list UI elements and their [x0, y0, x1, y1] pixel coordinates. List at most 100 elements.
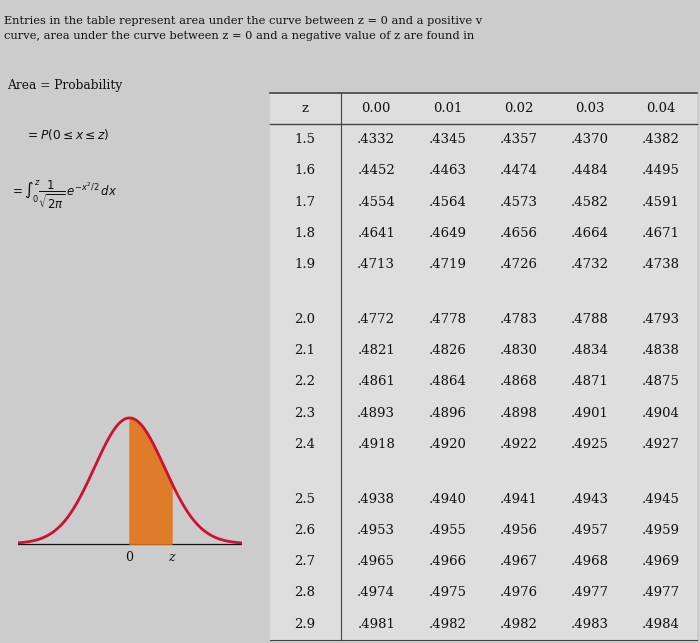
- Text: .4564: .4564: [428, 195, 466, 209]
- Text: .4834: .4834: [570, 344, 609, 358]
- Text: 0.03: 0.03: [575, 102, 605, 115]
- Text: .4976: .4976: [500, 586, 538, 599]
- Text: .4875: .4875: [642, 376, 680, 388]
- Text: z: z: [302, 102, 309, 115]
- Text: .4738: .4738: [642, 258, 680, 271]
- Text: 1.8: 1.8: [295, 227, 316, 240]
- Text: .4893: .4893: [357, 406, 395, 420]
- Text: .4943: .4943: [570, 493, 609, 505]
- Text: 2.6: 2.6: [295, 524, 316, 537]
- Text: .4927: .4927: [642, 438, 680, 451]
- Text: .4981: .4981: [357, 618, 395, 631]
- Text: .4591: .4591: [642, 195, 680, 209]
- Text: .4982: .4982: [428, 618, 466, 631]
- Text: .4664: .4664: [570, 227, 609, 240]
- Text: .4554: .4554: [358, 195, 395, 209]
- Text: .4938: .4938: [357, 493, 395, 505]
- Text: .4974: .4974: [357, 586, 395, 599]
- Text: 1.9: 1.9: [295, 258, 316, 271]
- Text: .4920: .4920: [428, 438, 466, 451]
- Text: .4582: .4582: [571, 195, 608, 209]
- Text: .4719: .4719: [428, 258, 466, 271]
- Text: 2.4: 2.4: [295, 438, 316, 451]
- Text: .4830: .4830: [500, 344, 538, 358]
- Text: .4957: .4957: [570, 524, 609, 537]
- Text: .4918: .4918: [357, 438, 395, 451]
- Text: .4649: .4649: [428, 227, 466, 240]
- Text: .4977: .4977: [642, 586, 680, 599]
- Text: .4370: .4370: [570, 133, 609, 146]
- Text: 2.2: 2.2: [295, 376, 316, 388]
- Text: z: z: [168, 550, 175, 563]
- Text: Area = Probability: Area = Probability: [7, 79, 122, 92]
- Text: .4671: .4671: [642, 227, 680, 240]
- Text: .4945: .4945: [642, 493, 680, 505]
- Text: .4955: .4955: [428, 524, 466, 537]
- Text: .4925: .4925: [570, 438, 609, 451]
- Text: 2.1: 2.1: [295, 344, 316, 358]
- Text: 2.5: 2.5: [295, 493, 316, 505]
- Text: 1.7: 1.7: [295, 195, 316, 209]
- Text: .4826: .4826: [428, 344, 466, 358]
- Text: .4904: .4904: [642, 406, 680, 420]
- Text: 0: 0: [125, 550, 134, 563]
- Text: .4898: .4898: [500, 406, 538, 420]
- Text: .4922: .4922: [500, 438, 538, 451]
- Text: .4982: .4982: [500, 618, 538, 631]
- Text: .4495: .4495: [642, 165, 680, 177]
- Text: .4967: .4967: [500, 555, 538, 568]
- Text: .4966: .4966: [428, 555, 466, 568]
- Text: .4838: .4838: [642, 344, 680, 358]
- Text: .4871: .4871: [570, 376, 609, 388]
- Text: 0.01: 0.01: [433, 102, 462, 115]
- Text: .4345: .4345: [428, 133, 466, 146]
- Text: .4474: .4474: [500, 165, 538, 177]
- Text: .4332: .4332: [357, 133, 395, 146]
- Text: .4861: .4861: [357, 376, 395, 388]
- Text: .4793: .4793: [642, 313, 680, 326]
- Text: .4641: .4641: [357, 227, 395, 240]
- Text: .4732: .4732: [570, 258, 609, 271]
- Text: .4975: .4975: [428, 586, 466, 599]
- Text: .4868: .4868: [500, 376, 538, 388]
- Text: 2.9: 2.9: [295, 618, 316, 631]
- Text: .4864: .4864: [428, 376, 466, 388]
- Text: .4969: .4969: [642, 555, 680, 568]
- Text: .4357: .4357: [500, 133, 538, 146]
- Text: 0.02: 0.02: [504, 102, 533, 115]
- Text: curve, area under the curve between z = 0 and a negative value of z are found in: curve, area under the curve between z = …: [4, 31, 474, 41]
- Text: .4484: .4484: [571, 165, 608, 177]
- Text: 1.6: 1.6: [295, 165, 316, 177]
- Text: .4959: .4959: [642, 524, 680, 537]
- Text: .4965: .4965: [357, 555, 395, 568]
- Text: 1.5: 1.5: [295, 133, 316, 146]
- Text: 0.00: 0.00: [362, 102, 391, 115]
- Text: 0.04: 0.04: [646, 102, 676, 115]
- Text: .4977: .4977: [570, 586, 609, 599]
- Text: .4656: .4656: [500, 227, 538, 240]
- Text: .4726: .4726: [500, 258, 538, 271]
- Text: .4713: .4713: [357, 258, 395, 271]
- Text: .4573: .4573: [500, 195, 538, 209]
- Text: .4783: .4783: [500, 313, 538, 326]
- Text: Entries in the table represent area under the curve between z = 0 and a positive: Entries in the table represent area unde…: [4, 16, 482, 26]
- Text: .4778: .4778: [428, 313, 466, 326]
- Text: .4968: .4968: [570, 555, 609, 568]
- Text: 2.0: 2.0: [295, 313, 316, 326]
- Text: 2.7: 2.7: [295, 555, 316, 568]
- Text: .4940: .4940: [428, 493, 466, 505]
- Text: .4821: .4821: [358, 344, 395, 358]
- Text: 2.8: 2.8: [295, 586, 316, 599]
- Text: .4941: .4941: [500, 493, 538, 505]
- Text: .4901: .4901: [570, 406, 609, 420]
- Text: .4953: .4953: [357, 524, 395, 537]
- Text: $= P(0 \leq x \leq z)$: $= P(0 \leq x \leq z)$: [25, 127, 109, 142]
- Text: .4772: .4772: [357, 313, 395, 326]
- Text: 2.3: 2.3: [295, 406, 316, 420]
- Text: $= \int_0^z \dfrac{1}{\sqrt{2\pi}}\, e^{-x^2/2}\, dx$: $= \int_0^z \dfrac{1}{\sqrt{2\pi}}\, e^{…: [10, 179, 118, 211]
- Text: .4452: .4452: [358, 165, 395, 177]
- Text: .4788: .4788: [570, 313, 609, 326]
- Text: .4983: .4983: [570, 618, 609, 631]
- Text: .4382: .4382: [642, 133, 680, 146]
- Bar: [270, 93, 696, 640]
